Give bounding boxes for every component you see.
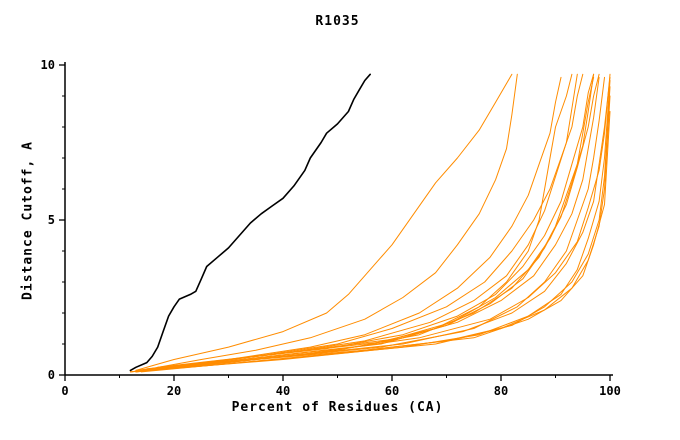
series-orange-curve-12 [135, 95, 611, 373]
series-black-curve [129, 73, 372, 372]
series-orange-curve-9 [146, 73, 611, 371]
y-axis-label: Distance Cutoff, A [20, 141, 36, 300]
series-orange-curve-10 [129, 80, 611, 373]
chart-title: R1035 [315, 14, 360, 29]
series-orange-curve-1 [135, 73, 513, 371]
x-tick-label: 20 [167, 384, 181, 398]
series-orange-curve-7 [140, 76, 605, 371]
x-tick-label: 60 [385, 384, 399, 398]
series-orange-curve-8 [135, 76, 611, 373]
series-orange-curve-3 [135, 76, 562, 373]
series-orange-curve-2 [140, 73, 518, 371]
x-tick-label: 80 [494, 384, 508, 398]
series-orange-curve-18 [157, 73, 600, 368]
x-tick-label: 100 [599, 384, 621, 398]
y-tick-label: 0 [48, 368, 55, 382]
series-orange-curve-16 [129, 73, 578, 373]
series-orange-curve-13 [146, 111, 611, 370]
series-orange-curve-5 [129, 76, 595, 373]
series-orange-curve-4 [146, 73, 584, 371]
x-tick-label: 40 [276, 384, 290, 398]
series-orange-curve-17 [135, 73, 595, 371]
x-axis-label: Percent of Residues (CA) [231, 400, 444, 415]
y-tick-label: 10 [41, 58, 55, 72]
x-tick-label: 0 [61, 384, 68, 398]
y-tick-label: 5 [48, 213, 55, 227]
series-orange-curve-11 [140, 86, 611, 373]
series-orange-curve-15 [151, 73, 595, 370]
